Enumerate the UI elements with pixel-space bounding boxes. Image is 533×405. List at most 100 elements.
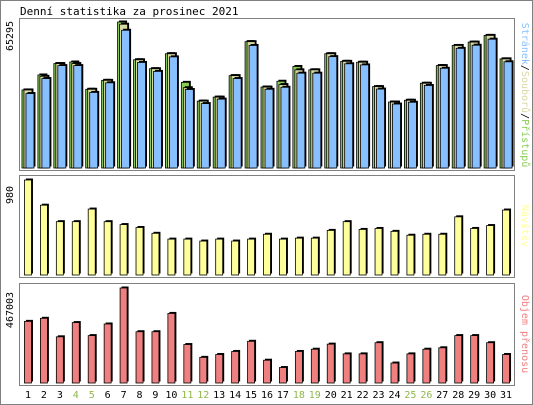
bar-Návštěv-day-31 [502, 209, 510, 276]
x-tick-label: 23 [373, 390, 385, 401]
legend-separator: / [519, 65, 530, 71]
bars-hits [21, 20, 514, 169]
bar-Stránek-day-20 [328, 56, 338, 169]
bar-Návštěv-day-30 [486, 225, 494, 276]
bar-Objem přenosu-day-2 [40, 317, 48, 384]
bar-Stránek-day-30 [487, 38, 497, 169]
bar-Objem přenosu-day-26 [422, 348, 431, 384]
legend-traffic: Objem přenosu [519, 295, 531, 373]
bar-Objem přenosu-day-23 [374, 342, 383, 384]
bar-Stránek-day-5 [89, 92, 99, 169]
bar-Objem přenosu-day-8 [135, 331, 144, 384]
bar-Objem přenosu-day-4 [71, 322, 80, 384]
x-tick-label: 5 [89, 390, 95, 401]
legend-entry: Souborů [519, 71, 531, 113]
chart-title: Denní statistika za prosinec 2021 [20, 5, 239, 18]
x-tick-label: 29 [468, 390, 480, 401]
bar-Stránek-day-8 [137, 62, 146, 169]
bar-Návštěv-day-28 [454, 216, 463, 276]
bar-Objem přenosu-day-25 [406, 353, 415, 384]
bar-Objem přenosu-day-20 [326, 343, 335, 384]
bar-Objem přenosu-day-11 [183, 344, 192, 384]
x-tick-label: 14 [229, 390, 241, 401]
bar-Návštěv-day-10 [167, 238, 176, 276]
bar-Návštěv-day-24 [390, 230, 399, 276]
bar-Objem přenosu-day-19 [310, 348, 319, 384]
bar-Stránek-day-31 [503, 61, 513, 169]
bar-Návštěv-day-13 [215, 238, 224, 276]
bar-Objem přenosu-day-16 [263, 359, 271, 384]
legend-entry: Návštěv [519, 205, 531, 247]
x-tick-label: 3 [57, 390, 63, 401]
bar-Objem přenosu-day-6 [103, 323, 112, 384]
bar-Stránek-day-14 [232, 78, 242, 169]
bar-Návštěv-day-11 [183, 238, 192, 276]
bar-Návštěv-day-12 [199, 240, 208, 276]
bar-Návštěv-day-22 [358, 229, 367, 276]
bar-Návštěv-day-3 [55, 221, 64, 276]
bar-Návštěv-day-18 [294, 237, 303, 276]
bar-Návštěv-day-17 [279, 238, 287, 276]
legend-entry: Objem přenosu [519, 295, 531, 373]
bar-Objem přenosu-day-7 [119, 287, 128, 384]
x-tick-label: 12 [197, 390, 209, 401]
x-tick-label: 27 [436, 390, 448, 401]
x-tick-label: 26 [420, 390, 432, 401]
bar-Objem přenosu-day-1 [24, 320, 32, 384]
bar-Návštěv-day-2 [40, 204, 48, 276]
bar-Návštěv-day-26 [422, 233, 431, 276]
bar-Stránek-day-7 [121, 29, 130, 169]
bar-Objem přenosu-day-30 [486, 342, 494, 384]
legend-hits: Stránek/Souborů/Přístupů [519, 23, 531, 168]
x-tick-label: 16 [261, 390, 273, 401]
panel-hits: 65295 Stránek/Souborů/Přístupů [5, 18, 531, 171]
bar-Stránek-day-28 [455, 47, 465, 169]
panel-traffic: 467003 Objem přenosu [5, 283, 531, 386]
x-tick-label: 7 [121, 390, 127, 401]
x-tick-label: 31 [500, 390, 512, 401]
x-tick-label: 8 [137, 390, 143, 401]
bar-Objem přenosu-day-31 [502, 354, 510, 384]
x-tick-label: 30 [484, 390, 496, 401]
x-tick-label: 4 [73, 390, 79, 401]
bar-Stránek-day-2 [41, 78, 51, 169]
bar-Návštěv-day-1 [24, 179, 32, 276]
x-tick-label: 9 [152, 390, 158, 401]
bar-Objem přenosu-day-24 [390, 362, 399, 384]
x-tick-label: 24 [388, 390, 400, 401]
bar-Návštěv-day-7 [119, 224, 128, 276]
bar-Objem přenosu-day-14 [231, 351, 240, 384]
bar-Objem přenosu-day-12 [199, 356, 208, 384]
bar-Stránek-day-25 [408, 101, 417, 169]
bar-Návštěv-day-9 [151, 232, 160, 276]
bar-Objem přenosu-day-28 [454, 335, 463, 384]
bars-visits [24, 178, 512, 276]
x-tick-label: 17 [277, 390, 289, 401]
x-tick-label: 1 [25, 390, 31, 401]
bar-Návštěv-day-8 [135, 227, 144, 276]
bar-Stránek-day-23 [376, 88, 385, 169]
x-tick-label: 11 [181, 390, 193, 401]
bar-Stránek-day-16 [264, 88, 274, 169]
bar-Návštěv-day-15 [247, 238, 255, 276]
panel-frame [19, 283, 515, 386]
bar-Stránek-day-6 [105, 82, 115, 169]
x-tick-label: 25 [404, 390, 416, 401]
bar-Návštěv-day-29 [470, 228, 479, 276]
panel-visits: 980 Návštěv [5, 175, 531, 278]
bar-Návštěv-day-5 [87, 208, 96, 276]
bar-Návštěv-day-6 [103, 221, 112, 276]
bar-Stránek-day-26 [423, 85, 433, 169]
bar-Stránek-day-13 [216, 98, 226, 169]
bar-Návštěv-day-16 [263, 233, 271, 276]
x-tick-label: 18 [293, 390, 305, 401]
panels-layer: 65295 Stránek/Souborů/Přístupů980Návštěv4… [5, 18, 531, 386]
bar-Objem přenosu-day-21 [342, 353, 351, 384]
bar-Objem přenosu-day-3 [55, 336, 64, 384]
bar-Objem přenosu-day-29 [470, 335, 479, 384]
x-tick-label: 10 [165, 390, 177, 401]
panel-frame [19, 18, 515, 171]
x-tick-label: 13 [213, 390, 225, 401]
legend-entry: Přístupů [519, 119, 531, 167]
